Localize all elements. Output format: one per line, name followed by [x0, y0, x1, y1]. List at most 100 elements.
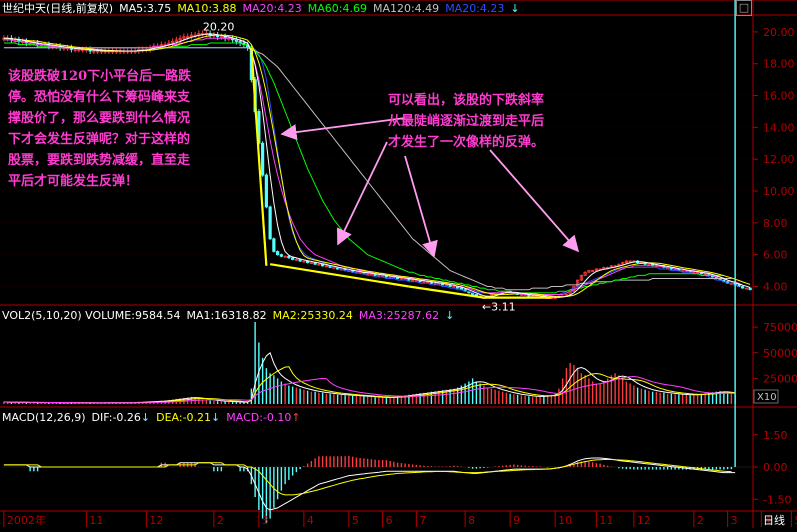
dif-label: DIF:-0.26	[91, 411, 141, 424]
macd-title: MACD(12,26,9)	[2, 411, 86, 424]
annotation-left-line: 撑股价了，那么要跌到什么情况	[8, 111, 191, 126]
x-tick-label: 10	[558, 514, 572, 527]
price-candle-body	[388, 276, 392, 279]
volume-tick-label: 75000	[763, 321, 797, 334]
x-tick-label: 2	[217, 514, 224, 527]
price-candle-body	[287, 255, 291, 259]
price-candle-body	[317, 263, 321, 266]
price-candle-body	[279, 254, 283, 257]
price-arrow-icon: ↓	[510, 2, 520, 15]
price-candle-body	[452, 286, 456, 288]
macd-tick-label: 0.00	[763, 461, 788, 474]
annotation-arrow	[489, 149, 580, 253]
price-tick-label: 16.00	[763, 90, 795, 103]
window-restore-icon[interactable]: □	[736, 0, 752, 16]
x-tick-label: 12	[637, 514, 651, 527]
annotation-arrow	[280, 117, 406, 141]
price-candle-body	[587, 270, 591, 273]
dea-line	[3, 459, 732, 496]
price-tick-label: 4.00	[763, 280, 788, 293]
dif-arrow-icon: ↓	[140, 411, 151, 424]
price-candle-body	[264, 174, 268, 208]
volume-unit-box	[753, 389, 779, 404]
price-candle-body	[377, 274, 381, 277]
price-candle-body	[621, 262, 625, 265]
price-candle-body	[579, 274, 583, 281]
trend-slope-line	[250, 47, 268, 266]
price-candle-body	[381, 274, 385, 277]
price-tick-label: 8.00	[763, 217, 788, 230]
annotation-arrow	[337, 141, 388, 246]
x-tick-label: 4	[307, 514, 314, 527]
price-tick-label: 12.00	[763, 153, 795, 166]
price-tick-label: 14.00	[763, 121, 795, 134]
ma250-label: MA20:4.23	[445, 2, 505, 15]
price-candle-body	[178, 37, 182, 41]
price-tick-label: 10.00	[763, 185, 795, 198]
price-candle-body	[741, 286, 745, 289]
annotation-overlay: 20.20 ←3.11	[203, 21, 580, 314]
axis-layer: 2 0.00 18.00 16.00 14.00 12.00 10.00 8.00 6.00 4.…	[3, 26, 797, 527]
price-candle-body	[366, 273, 370, 276]
x-tick-label: 3	[731, 514, 738, 527]
price-candle-body	[591, 270, 595, 272]
price-candle-body	[186, 36, 190, 39]
price-candle-body	[444, 284, 448, 287]
annotation-right-line: 从最陡峭逐渐过渡到走平后	[388, 114, 545, 129]
price-candle-body	[73, 49, 77, 51]
price-candle-body	[77, 49, 81, 51]
annotation-left-line: 平后才可能发生反弹！	[8, 174, 139, 189]
price-candle-body	[744, 287, 748, 290]
price-candle-body	[324, 265, 328, 268]
ma120-label: MA120:4.49	[372, 2, 440, 15]
x-tick-label: 2	[697, 514, 704, 527]
volume-panel	[3, 322, 736, 404]
annotation-left-line: 停。恐怕没有什么下筹码峰来支	[8, 90, 191, 105]
volume-unit-label: X10	[757, 392, 777, 403]
price-candle-body	[182, 36, 186, 39]
price-candle-body	[583, 271, 587, 276]
price-candle-body	[174, 39, 178, 42]
macd-label: MACD:-0.10	[226, 411, 292, 424]
trend-slope-line	[408, 285, 485, 299]
x-tick-label: 11	[89, 514, 103, 527]
vol-ma2-label: MA2:25330.24	[272, 309, 353, 322]
trend-slope-line	[269, 263, 410, 288]
low-price-marker: ←3.11	[482, 301, 516, 314]
price-title: 世纪中天(日线,前复权)	[2, 2, 114, 15]
price-candle-body	[294, 259, 298, 261]
price-candle-body	[399, 278, 403, 280]
price-candle-body	[369, 273, 373, 276]
price-candle-body	[96, 50, 100, 53]
dea-label: DEA:-0.21	[156, 411, 212, 424]
price-candle-body	[171, 41, 175, 44]
volume-title: VOL2(5,10,20) VOLUME:9584.54	[2, 309, 181, 322]
price-candle-body	[628, 260, 632, 263]
price-tick-label: 6.00	[763, 249, 788, 262]
price-candle-body	[189, 34, 193, 38]
price-candle-body	[647, 263, 651, 266]
price-candle-body	[692, 271, 696, 274]
annotation-right-line: 可以看出，该股的下跌斜率	[388, 93, 545, 108]
x-tick-label: 11	[599, 514, 613, 527]
x-tick-label: 5	[794, 514, 797, 527]
price-candle-body	[268, 206, 272, 240]
price-candle-body	[358, 271, 362, 274]
volume-arrow-icon: ↓	[445, 309, 455, 322]
annotation-left-line: 该股跌破120下小平台后一路跌	[8, 69, 192, 84]
x-tick-label: 3	[262, 514, 269, 527]
price-candle-body	[283, 255, 287, 258]
vol-ma1-label: MA1:16318.82	[186, 309, 267, 322]
period-label: 日线	[763, 513, 785, 527]
price-header: 世纪中天(日线,前复权) MA5:3.75 MA10:3.88 MA20:4.23 MA…	[2, 2, 526, 16]
x-tick-label: 2002年	[7, 513, 46, 527]
x-tick-label: 7	[419, 514, 426, 527]
price-candle-body	[748, 287, 752, 291]
price-candle-body	[411, 279, 415, 282]
annotation-right-line: 才发生了一次像样的反弹。	[388, 135, 545, 150]
price-tick-label: 18.00	[763, 58, 795, 71]
price-candle-body	[298, 259, 302, 262]
volume-tick-label: 50000	[763, 347, 797, 360]
